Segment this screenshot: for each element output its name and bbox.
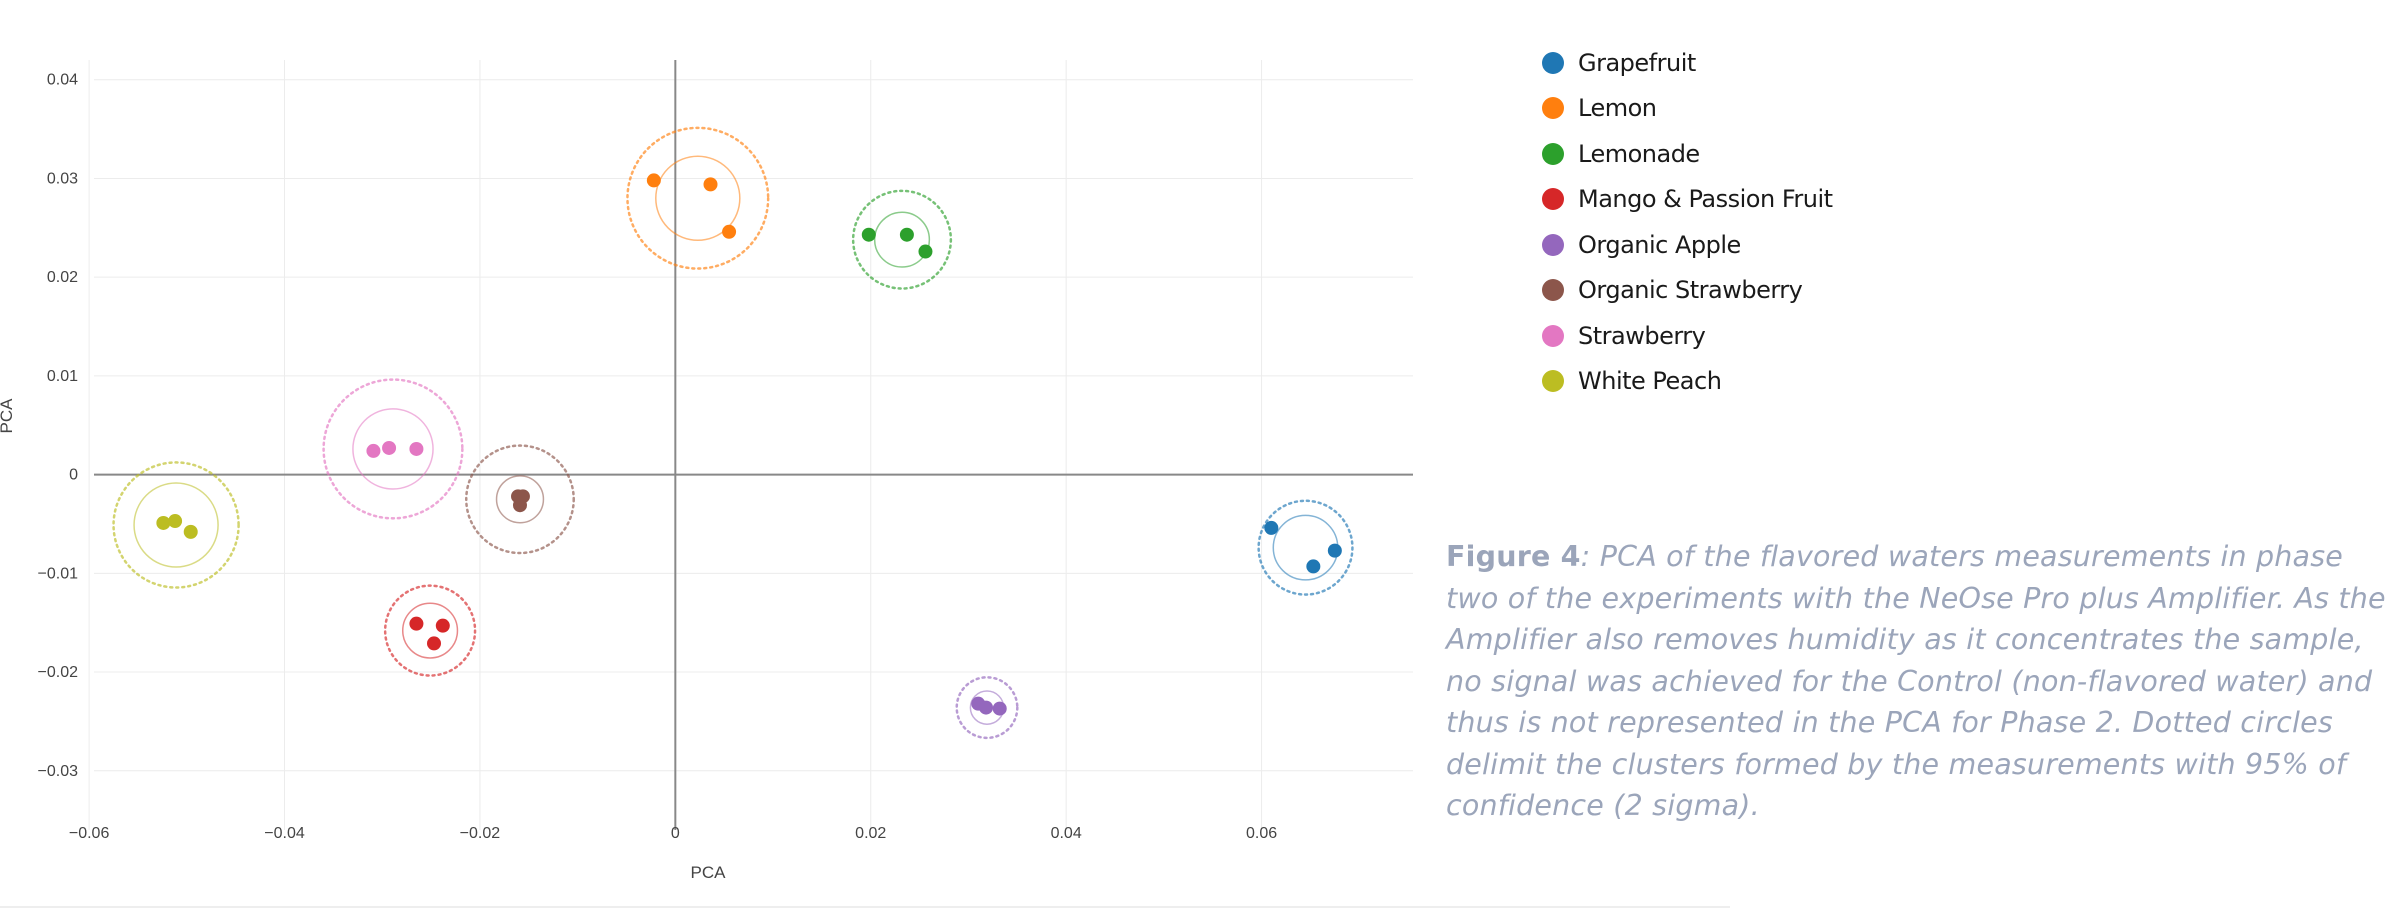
x-axis-title: PCA — [691, 863, 727, 882]
x-tick-label: −0.02 — [460, 825, 501, 842]
x-tick-label: 0.02 — [855, 825, 886, 842]
data-points — [156, 173, 1342, 716]
sigma-circle-lemonade — [873, 211, 931, 268]
legend-label: Strawberry — [1578, 321, 1706, 350]
data-point-lemonade — [918, 244, 933, 259]
x-tick-label: −0.04 — [264, 825, 305, 842]
legend-label: Grapefruit — [1578, 48, 1696, 77]
legend-label: Lemonade — [1578, 139, 1700, 168]
sigma-circle-white-peach — [133, 482, 219, 568]
axes-layer — [94, 60, 1413, 830]
legend-swatch-icon — [1542, 97, 1564, 120]
sigma-circle-grapefruit — [1272, 514, 1339, 581]
data-point-white-peach — [156, 515, 171, 530]
confidence-circle-organic-apple — [955, 676, 1019, 740]
data-point-strawberry — [366, 443, 381, 458]
data-point-white-peach — [168, 514, 183, 529]
confidence-circle-lemon — [626, 126, 770, 270]
legend-item-white-peach[interactable]: White Peach — [1542, 359, 1833, 405]
bottom-divider — [0, 906, 1730, 908]
legend-swatch-icon — [1542, 51, 1564, 74]
data-point-lemon — [722, 224, 737, 239]
y-tick-label: 0.01 — [47, 368, 78, 385]
legend-label: White Peach — [1578, 367, 1722, 396]
legend-swatch-icon — [1542, 324, 1564, 347]
y-tick-label: 0.04 — [47, 72, 78, 89]
y-tick-label: 0.02 — [47, 269, 78, 286]
pca-scatter-chart: −0.06 −0.04 −0.02 0 0.02 0.04 0.06 0.04 0.03 0.02… — [0, 60, 1413, 882]
data-point-organic-apple — [992, 701, 1007, 716]
data-point-strawberry — [382, 440, 397, 455]
data-point-organic-strawberry — [512, 498, 527, 513]
figure-caption: Figure 4: PCA of the flavored waters mea… — [1446, 536, 2396, 827]
legend-swatch-icon — [1542, 188, 1564, 211]
confidence-circle-strawberry — [322, 378, 464, 520]
data-point-strawberry — [409, 441, 424, 456]
sigma-circle-mango-and-passion-fruit — [401, 602, 459, 659]
data-point-mango-and-passion-fruit — [435, 618, 450, 633]
legend-item-organic-strawberry[interactable]: Organic Strawberry — [1542, 268, 1833, 314]
sigma-circle-strawberry — [352, 408, 434, 490]
legend-item-strawberry[interactable]: Strawberry — [1542, 313, 1833, 359]
y-tick-label: −0.01 — [38, 565, 79, 582]
legend: Grapefruit Lemon Lemonade Mango & Passion F… — [1542, 40, 1833, 404]
x-tick-label: 0.04 — [1051, 825, 1082, 842]
x-tick-label: 0 — [671, 825, 680, 842]
legend-label: Mango & Passion Fruit — [1578, 185, 1833, 214]
legend-item-grapefruit[interactable]: Grapefruit — [1542, 40, 1833, 86]
y-axis-title: PCA — [0, 398, 16, 434]
y-tick-label: 0.03 — [47, 170, 78, 187]
legend-swatch-icon — [1542, 370, 1564, 393]
sigma-circle-lemon — [655, 155, 741, 241]
legend-label: Organic Apple — [1578, 230, 1741, 259]
figure-caption-text: : PCA of the flavored waters measurement… — [1446, 540, 2386, 822]
sigma-circle-organic-strawberry — [495, 475, 545, 524]
legend-item-organic-apple[interactable]: Organic Apple — [1542, 222, 1833, 268]
legend-swatch-icon — [1542, 233, 1564, 256]
legend-label: Organic Strawberry — [1578, 276, 1803, 305]
data-point-grapefruit — [1264, 520, 1279, 535]
legend-swatch-icon — [1542, 142, 1564, 165]
confidence-circle-grapefruit — [1257, 499, 1354, 596]
y-tick-label: 0 — [69, 467, 78, 484]
data-point-white-peach — [183, 524, 198, 539]
figure-label: Figure 4 — [1446, 540, 1581, 573]
confidence-circle-organic-strawberry — [465, 444, 575, 555]
legend-label: Lemon — [1578, 94, 1657, 123]
legend-item-lemonade[interactable]: Lemonade — [1542, 131, 1833, 177]
y-tick-label: −0.03 — [38, 763, 79, 780]
x-tick-label: 0.06 — [1246, 825, 1277, 842]
data-point-grapefruit — [1306, 559, 1321, 574]
data-point-mango-and-passion-fruit — [409, 616, 424, 631]
confidence-circle-lemonade — [851, 189, 953, 290]
grid-layer — [88, 60, 1413, 830]
legend-swatch-icon — [1542, 279, 1564, 302]
data-point-lemonade — [861, 227, 876, 242]
cluster-circles — [112, 126, 1354, 740]
confidence-circle-mango-and-passion-fruit — [383, 584, 477, 677]
data-point-mango-and-passion-fruit — [427, 636, 442, 651]
data-point-lemon — [703, 177, 718, 192]
data-point-lemon — [646, 173, 661, 188]
legend-item-mango-and-passion-fruit[interactable]: Mango & Passion Fruit — [1542, 177, 1833, 223]
data-point-lemonade — [899, 227, 914, 242]
x-tick-label: −0.06 — [69, 825, 110, 842]
tick-labels: −0.06 −0.04 −0.02 0 0.02 0.04 0.06 0.04 0.03 0.02… — [38, 72, 1278, 842]
data-point-grapefruit — [1327, 543, 1342, 558]
legend-item-lemon[interactable]: Lemon — [1542, 86, 1833, 132]
confidence-circle-white-peach — [112, 461, 240, 589]
data-point-organic-apple — [979, 700, 994, 715]
y-tick-label: −0.02 — [38, 664, 79, 681]
